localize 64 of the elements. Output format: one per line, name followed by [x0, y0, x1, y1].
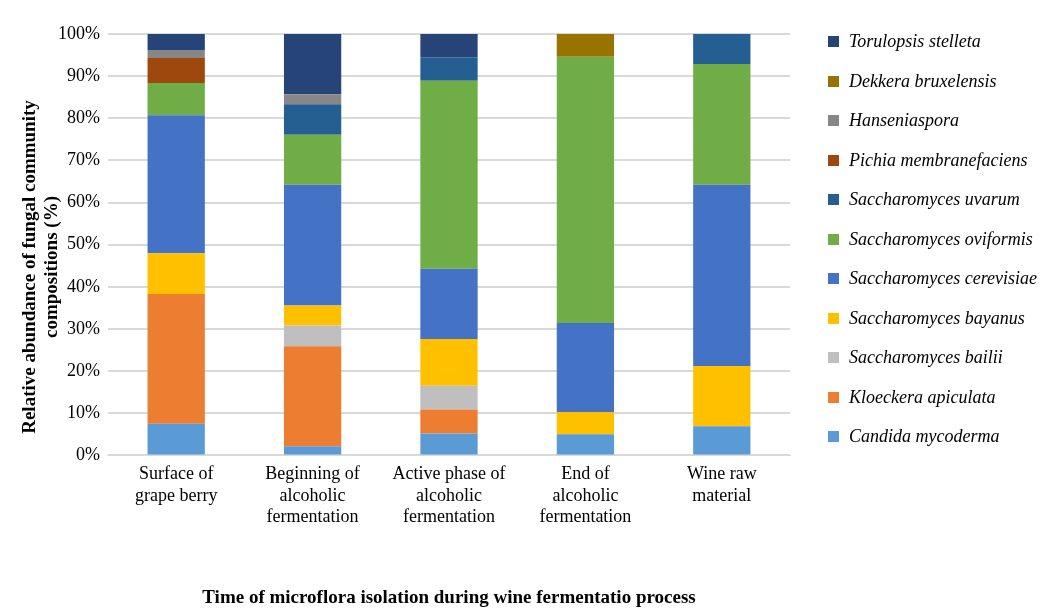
- bar: [283, 346, 342, 447]
- bar: [556, 323, 615, 412]
- legend-label: Kloeckera apiculata: [849, 386, 996, 407]
- bar: [556, 412, 615, 435]
- legend-label: Saccharomyces cerevisiae: [849, 268, 1038, 288]
- bar: [693, 366, 751, 427]
- bar: [420, 433, 478, 455]
- x-tick-label: Active phase of alcoholic fermentation: [392, 462, 506, 527]
- bar: [283, 134, 342, 185]
- bar: [283, 94, 342, 105]
- y-tick-label: 10%: [66, 401, 100, 422]
- bar: [147, 253, 205, 294]
- legend-label: Pichia membranefaciens: [849, 149, 1028, 170]
- bar: [693, 63, 751, 185]
- legend-label: Saccharomyces uvarum: [849, 189, 1020, 209]
- bar: [283, 446, 342, 455]
- x-tick-label: Surface of grape berry: [134, 462, 218, 505]
- x-axis-title: Time of microflora isolation during wine fermentatio process: [202, 585, 696, 607]
- bar: [283, 325, 342, 347]
- y-axis-title: Relative abundance of fungal community compositions (%): [18, 99, 62, 436]
- y-tick-label: 0%: [75, 444, 100, 465]
- y-tick-label: 30%: [66, 317, 100, 338]
- bar: [420, 409, 478, 434]
- x-tick-label: End of alcoholic fermentation: [539, 462, 632, 527]
- bar: [556, 56, 615, 324]
- y-tick-label: 80%: [66, 107, 100, 128]
- bar: [556, 434, 615, 455]
- x-tick-label: Beginning of alcoholic fermentation: [265, 462, 360, 527]
- y-tick-label: 50%: [66, 233, 100, 254]
- bar: [693, 34, 751, 64]
- bar: [147, 294, 205, 424]
- bar: [147, 423, 205, 455]
- y-tick-label: 100%: [57, 22, 100, 43]
- bar: [556, 34, 615, 57]
- bar: [420, 57, 478, 81]
- bar: [693, 426, 751, 455]
- bar: [420, 34, 478, 58]
- y-tick-label: 70%: [66, 149, 100, 170]
- bar: [283, 34, 342, 95]
- legend-label: Torulopsis stelleta: [849, 31, 981, 51]
- bar: [283, 104, 342, 135]
- legend-label: Dekkera bruxelensis: [849, 70, 997, 91]
- y-tick-label: 20%: [66, 359, 100, 380]
- bar: [420, 339, 478, 386]
- bar: [147, 115, 205, 254]
- bar: [420, 385, 478, 410]
- x-tick-label: Wine raw material: [686, 462, 757, 505]
- legend-label: Hanseniaspora: [849, 110, 960, 130]
- y-tick-label: 40%: [66, 275, 100, 296]
- bar: [693, 184, 751, 367]
- legend-label: Saccharomyces bailii: [849, 347, 1003, 367]
- bar: [283, 184, 342, 306]
- bar: [147, 34, 205, 51]
- bar: [420, 80, 478, 269]
- legend-label: Saccharomyces oviformis: [849, 228, 1033, 249]
- bar: [147, 58, 205, 83]
- bar: [147, 50, 205, 59]
- legend-label: Saccharomyces bayanus: [849, 307, 1025, 328]
- y-tick-label: 60%: [66, 191, 100, 212]
- bar: [283, 305, 342, 326]
- bar: [420, 268, 478, 340]
- y-tick-label: 90%: [66, 64, 100, 85]
- bar: [147, 82, 205, 116]
- legend-label: Candida mycoderma: [849, 426, 1000, 446]
